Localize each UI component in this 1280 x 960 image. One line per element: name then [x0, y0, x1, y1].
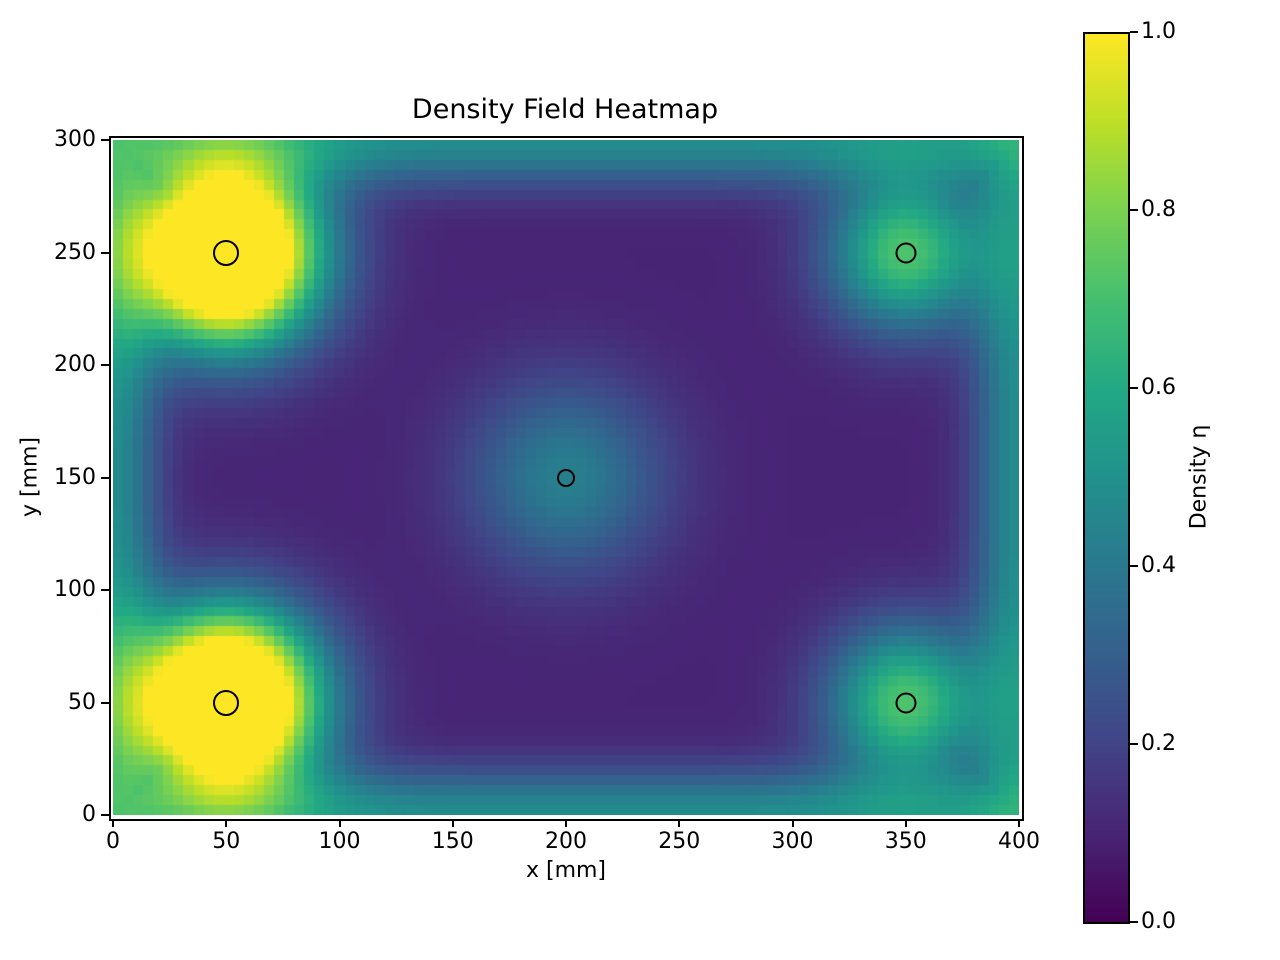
y-tick-label: 0 [82, 802, 96, 827]
y-tick-label: 100 [54, 577, 96, 602]
x-tick-mark [904, 819, 907, 827]
x-tick-mark [565, 819, 567, 827]
y-tick-label: 200 [54, 352, 96, 377]
colorbar-tick-mark [1130, 387, 1138, 389]
x-tick-label: 300 [771, 829, 814, 854]
y-tick-mark [101, 701, 109, 704]
colorbar-tick-label: 0.2 [1141, 731, 1176, 756]
x-tick-label: 200 [545, 829, 587, 854]
y-tick-label: 150 [54, 464, 96, 490]
colorbar-tick-label: 1.0 [1141, 19, 1176, 44]
colorbar-tick-mark [1130, 31, 1138, 33]
y-tick-mark [101, 589, 109, 591]
x-tick-mark [791, 819, 794, 827]
colorbar-tick-mark [1130, 743, 1138, 745]
colorbar-tick-label: 0.8 [1141, 197, 1176, 222]
x-tick-label: 0 [106, 829, 120, 854]
chart-title: Density Field Heatmap [411, 94, 719, 125]
y-tick-mark [101, 139, 109, 141]
x-tick-label: 150 [431, 829, 474, 854]
y-tick-mark [101, 476, 109, 479]
y-tick-label: 250 [54, 239, 96, 265]
y-tick-mark [101, 364, 109, 366]
x-tick-mark [112, 819, 114, 827]
x-tick-mark [451, 819, 454, 827]
colorbar-tick-mark [1130, 921, 1138, 923]
x-tick-label: 250 [658, 829, 701, 854]
x-tick-label: 350 [884, 829, 927, 854]
hotspot-marker [213, 689, 240, 716]
colorbar-tick-mark [1130, 565, 1138, 567]
y-tick-mark [101, 814, 109, 816]
hotspot-marker [895, 692, 917, 713]
x-tick-mark [678, 819, 681, 827]
hotspot-marker [213, 239, 240, 266]
y-tick-label: 50 [68, 689, 96, 715]
hotspot-marker [895, 242, 917, 263]
colorbar-tick-label: 0.4 [1141, 553, 1176, 578]
x-tick-label: 100 [318, 829, 361, 854]
colorbar-gradient [1083, 32, 1130, 924]
y-tick-label: 300 [54, 127, 96, 152]
x-tick-mark [225, 819, 228, 827]
colorbar-tick-label: 0.6 [1141, 375, 1176, 400]
colorbar-tick-mark [1130, 209, 1138, 211]
colorbar-label: Density η [1186, 424, 1212, 530]
hotspot-marker [557, 468, 575, 487]
x-tick-label: 400 [998, 829, 1040, 854]
x-tick-label: 50 [212, 829, 241, 854]
y-tick-mark [101, 251, 109, 254]
x-tick-mark [1018, 819, 1020, 827]
x-tick-mark [338, 819, 341, 827]
colorbar-tick-label: 0.0 [1141, 909, 1176, 934]
x-axis-label: x [mm] [525, 858, 607, 883]
